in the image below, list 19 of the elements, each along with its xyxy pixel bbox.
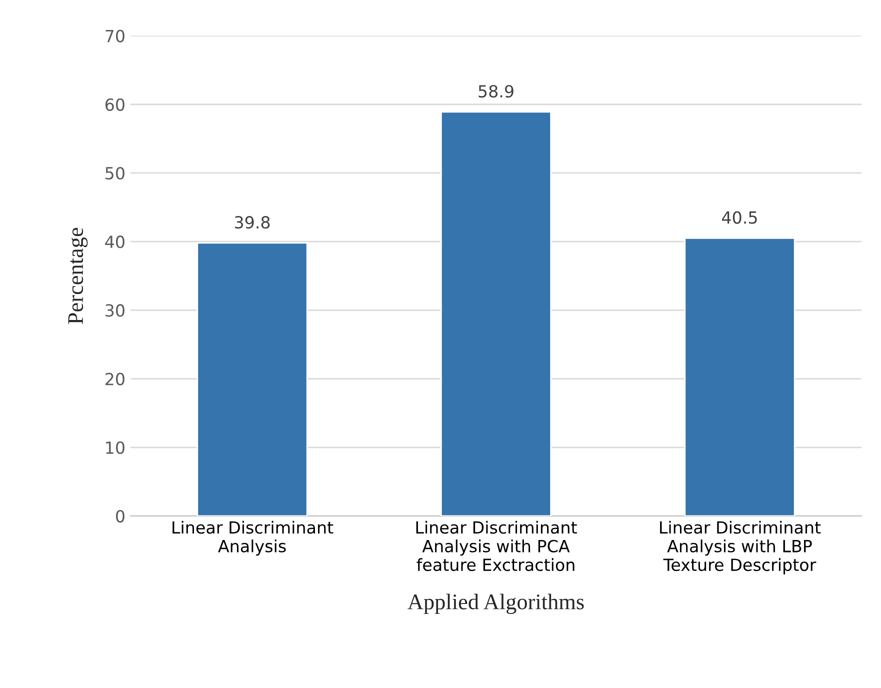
- y-tick-label: 10: [106, 441, 124, 454]
- data-label: 58.9: [478, 84, 514, 98]
- y-tick-label: 30: [106, 304, 124, 317]
- y-tick-label: 20: [106, 372, 124, 386]
- x-tick-label: Linear Discriminant Analysis with LBP Texture Descriptor: [660, 520, 821, 574]
- data-label: 40.5: [722, 211, 757, 224]
- y-tick-label: 0: [116, 510, 124, 523]
- y-tick-label: 70: [106, 30, 124, 42]
- x-axis-title: Applied Algorithms: [408, 594, 584, 614]
- x-tick-label: Linear Discriminant Analysis: [172, 520, 334, 556]
- y-axis-title: Percentage: [68, 228, 88, 324]
- y-tick-label: 50: [106, 166, 124, 180]
- bar: [440, 111, 552, 516]
- bar: [684, 237, 796, 516]
- data-label: 39.8: [234, 216, 270, 229]
- y-tick-label: 60: [105, 98, 124, 111]
- y-tick-label: 40: [105, 236, 124, 248]
- x-tick-label: Linear Discriminant Analysis with PCA feature Exctraction: [416, 520, 577, 572]
- bar: [196, 242, 308, 516]
